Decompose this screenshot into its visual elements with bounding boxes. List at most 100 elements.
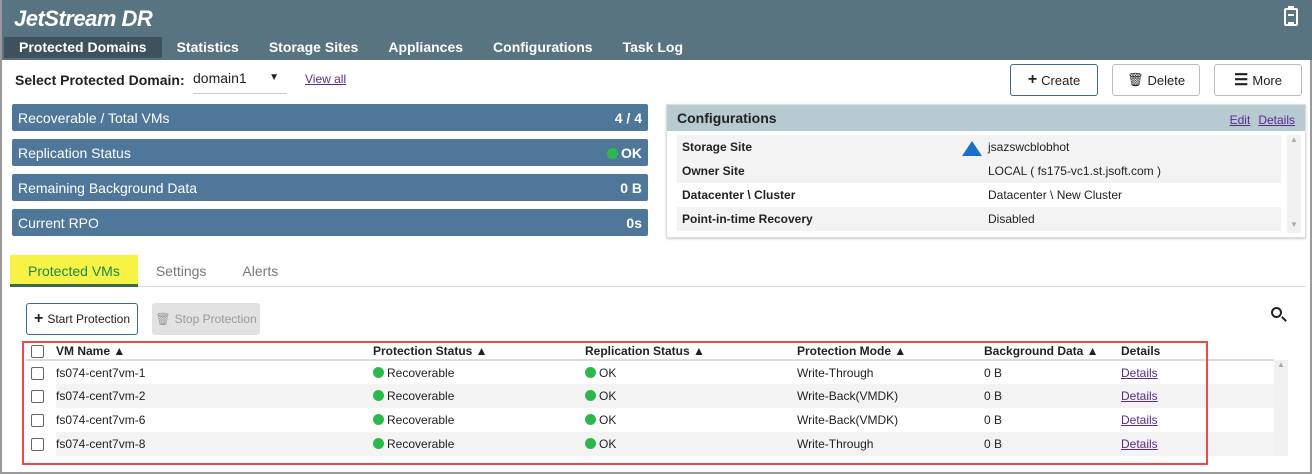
protection-mode: Write-Back(VMDK) (797, 384, 984, 408)
config-row: Storage Site jsazswcblobhot (677, 135, 1281, 159)
delete-label: Delete (1147, 72, 1186, 88)
nav-statistics[interactable]: Statistics (176, 39, 239, 55)
col-protection-status[interactable]: Protection Status ▲ (373, 343, 585, 361)
ok-status-icon (607, 148, 618, 159)
nav-configurations[interactable]: Configurations (493, 39, 593, 55)
config-value: LOCAL ( fs175-vc1.st.jsoft.com ) (988, 164, 1161, 178)
stat-replication-status: Replication Status OK (12, 139, 648, 166)
protection-status: Recoverable (373, 432, 585, 456)
replication-status: OK (585, 360, 797, 384)
stat-label: Current RPO (18, 215, 99, 231)
col-protection-mode[interactable]: Protection Mode ▲ (797, 343, 984, 361)
background-data: 0 B (984, 384, 1121, 408)
stat-label: Replication Status (18, 145, 131, 161)
background-data: 0 B (984, 432, 1121, 456)
table-row[interactable]: fs074-cent7vm-8 Recoverable OK Write-Thr… (26, 432, 1274, 456)
row-checkbox[interactable] (31, 414, 44, 428)
config-key: Datacenter \ Cluster (682, 188, 796, 202)
stat-recoverable-vms: Recoverable / Total VMs 4 / 4 (12, 104, 648, 131)
replication-status-text: OK (599, 365, 617, 380)
vm-name: fs074-cent7vm-8 (56, 432, 373, 456)
more-label: More (1252, 72, 1282, 88)
col-details: Details (1121, 343, 1274, 361)
view-all-link[interactable]: View all (305, 72, 347, 86)
vm-name: fs074-cent7vm-1 (56, 365, 146, 380)
details-link[interactable]: Details (1121, 389, 1158, 403)
details-link[interactable]: Details (1121, 437, 1158, 451)
config-key: Owner Site (682, 164, 745, 178)
protection-status: Recoverable (373, 408, 585, 432)
replication-status: OK (585, 432, 797, 456)
azure-icon (962, 141, 982, 156)
check-circle-icon (373, 414, 384, 425)
trash-icon: 🗑 (1126, 72, 1144, 87)
tab-alerts[interactable]: Alerts (242, 263, 279, 279)
vm-name: fs074-cent7vm-6 (56, 413, 146, 427)
details-link[interactable]: Details (1121, 413, 1158, 427)
nav-protected-domains[interactable]: Protected Domains (4, 37, 162, 58)
config-scrollbar[interactable]: ▲ ▼ (1287, 135, 1301, 233)
vm-name: fs074-cent7vm-2 (56, 384, 373, 408)
stat-value: OK (621, 145, 642, 161)
stat-current-rpo: Current RPO 0s (12, 209, 648, 236)
protection-mode: Write-Through (797, 365, 874, 380)
more-button[interactable]: ☰ More (1214, 64, 1302, 96)
app-logo: JetStream DR (14, 6, 153, 31)
app-header: JetStream DR Protected Domains Statistic… (2, 0, 1312, 60)
protection-status-text: Recoverable (387, 413, 455, 427)
col-background-data[interactable]: Background Data ▲ (984, 343, 1121, 361)
configurations-panel: Configurations Edit Details Storage Site js… (666, 104, 1306, 238)
table-row[interactable]: fs074-cent7vm-2 Recoverable OK Write-Bac… (26, 384, 1274, 408)
tab-protected-vms[interactable]: Protected VMs (10, 255, 138, 287)
check-circle-icon (585, 390, 596, 401)
background-data: 0 B (984, 365, 1003, 380)
table-scrollbar[interactable]: ▲ (1274, 360, 1288, 456)
start-protection-button[interactable]: + Start Protection (26, 303, 138, 335)
col-replication-status[interactable]: Replication Status ▲ (585, 343, 797, 361)
select-all-checkbox[interactable] (31, 345, 44, 359)
delete-button[interactable]: 🗑 Delete (1112, 64, 1200, 96)
clipboard-icon[interactable] (1284, 6, 1298, 26)
create-label: Create (1041, 72, 1081, 88)
protection-status-text: Recoverable (387, 389, 455, 403)
check-circle-icon (585, 414, 596, 425)
details-link[interactable]: Details (1258, 113, 1295, 127)
tab-settings[interactable]: Settings (155, 263, 207, 279)
nav-task-log[interactable]: Task Log (622, 39, 683, 55)
check-circle-icon (585, 366, 596, 378)
nav-storage-sites[interactable]: Storage Sites (268, 39, 359, 55)
row-checkbox[interactable] (31, 390, 44, 404)
table-row[interactable]: fs074-cent7vm-6 Recoverable OK Write-Bac… (26, 408, 1274, 432)
check-circle-icon (373, 438, 384, 449)
create-button[interactable]: + Create (1010, 64, 1098, 96)
config-key: Storage Site (682, 140, 753, 154)
col-vm-name[interactable]: VM Name ▲ (56, 343, 373, 361)
check-circle-icon (373, 390, 384, 401)
nav-appliances[interactable]: Appliances (388, 39, 464, 55)
stop-protection-button[interactable]: 🗑 Stop Protection (152, 303, 260, 335)
protection-mode: Write-Back(VMDK) (797, 413, 899, 427)
replication-status: OK (585, 384, 797, 408)
stat-value: 0s (626, 215, 642, 231)
stat-value: 0 B (620, 180, 642, 196)
detail-tabs: Protected VMs Settings Alerts (10, 255, 1306, 287)
row-checkbox[interactable] (31, 366, 44, 380)
config-value: Disabled (988, 212, 1035, 226)
replication-status-text: OK (599, 413, 617, 427)
protected-vms-table: VM Name ▲ Protection Status ▲ Replicatio… (26, 343, 1274, 456)
stat-remaining-data: Remaining Background Data 0 B (12, 174, 648, 201)
details-link[interactable]: Details (1121, 365, 1158, 380)
plus-icon: + (1027, 71, 1038, 88)
search-icon[interactable] (1271, 307, 1282, 318)
stat-label: Remaining Background Data (18, 180, 197, 196)
table-row[interactable]: fs074-cent7vm-1 Recoverable OK Write-Thr… (26, 360, 1274, 384)
main-nav: Protected Domains Statistics Storage Sit… (4, 37, 698, 58)
edit-link[interactable]: Edit (1229, 113, 1251, 127)
config-row: Owner Site LOCAL ( fs175-vc1.st.jsoft.com… (677, 159, 1281, 183)
domain-value: domain1 (193, 70, 247, 86)
replication-status: OK (585, 408, 797, 432)
domain-select[interactable]: domain1 ▼ (193, 70, 287, 94)
config-key: Point-in-time Recovery (682, 212, 813, 226)
row-checkbox[interactable] (31, 438, 44, 452)
